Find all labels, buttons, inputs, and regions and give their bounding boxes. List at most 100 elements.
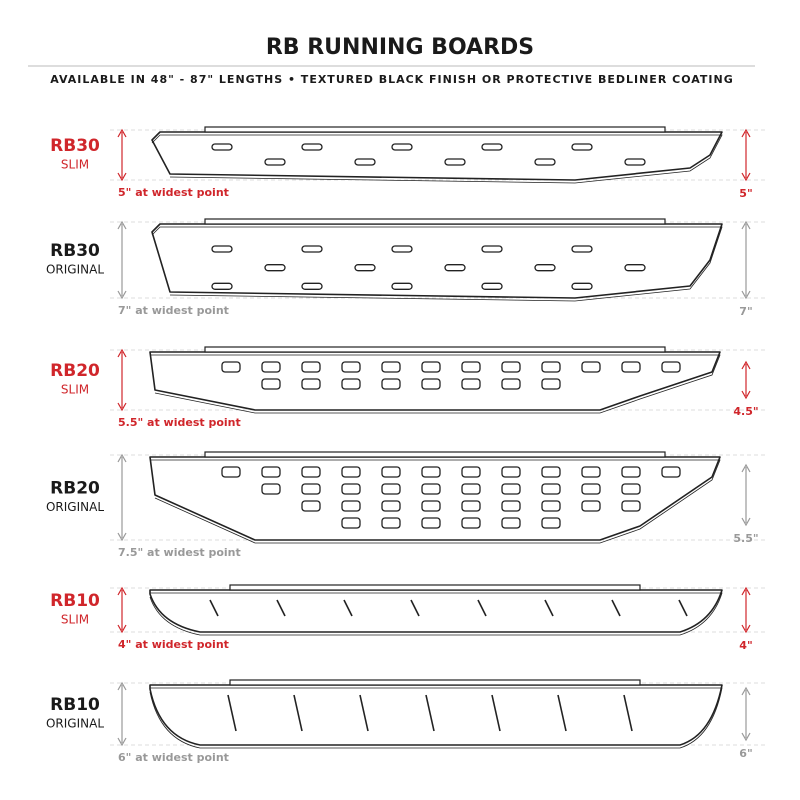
hole <box>381 378 401 390</box>
hole <box>621 483 641 495</box>
slot <box>678 599 688 617</box>
variant-name: SLIM <box>61 383 89 397</box>
hole <box>621 466 641 478</box>
model-name: RB10 <box>50 591 100 611</box>
arrow-head <box>741 360 751 400</box>
arrow-head <box>741 128 751 182</box>
hole <box>501 517 521 529</box>
arrow-head <box>117 453 127 542</box>
hole <box>581 500 601 512</box>
hole <box>541 483 561 495</box>
hole <box>481 282 503 290</box>
height-label: 5" <box>739 187 752 200</box>
hole <box>661 466 681 478</box>
hole <box>301 245 323 253</box>
widest-label: 5" at widest point <box>118 186 229 199</box>
model-name: RB20 <box>50 479 100 499</box>
slot <box>425 694 435 732</box>
hole <box>571 282 593 290</box>
slot <box>491 694 501 732</box>
arrow-head <box>117 586 127 634</box>
widest-label: 7.5" at widest point <box>118 546 241 559</box>
hole <box>571 245 593 253</box>
hole <box>341 361 361 373</box>
hole <box>264 158 286 166</box>
board-edge <box>149 687 723 749</box>
arrow-head <box>117 681 127 747</box>
hole <box>261 378 281 390</box>
arrow-head <box>741 686 751 742</box>
hole <box>541 378 561 390</box>
slot <box>343 599 353 617</box>
hole <box>581 483 601 495</box>
top-strip <box>204 451 666 458</box>
slot <box>209 599 219 617</box>
hole <box>381 500 401 512</box>
hole <box>501 466 521 478</box>
widest-label: 4" at widest point <box>118 638 229 651</box>
hole <box>444 264 466 272</box>
hole <box>391 143 413 151</box>
hole <box>444 158 466 166</box>
board-outline <box>151 223 723 299</box>
model-name: RB30 <box>50 136 100 156</box>
variant-name: ORIGINAL <box>46 717 104 731</box>
hole <box>301 378 321 390</box>
hole <box>541 517 561 529</box>
arrow-head <box>741 220 751 300</box>
board-edge <box>151 134 723 184</box>
hole <box>421 517 441 529</box>
hole <box>581 466 601 478</box>
top-strip <box>229 584 641 591</box>
hole <box>534 158 556 166</box>
height-label: 4.5" <box>733 405 758 418</box>
hole <box>581 361 601 373</box>
hole <box>571 143 593 151</box>
top-strip <box>204 346 666 353</box>
hole <box>301 282 323 290</box>
top-strip <box>229 679 641 686</box>
hole <box>461 517 481 529</box>
widest-label: 5.5" at widest point <box>118 416 241 429</box>
variant-name: ORIGINAL <box>46 263 104 277</box>
hole <box>301 466 321 478</box>
hole <box>501 483 521 495</box>
hole <box>421 378 441 390</box>
height-label: 6" <box>739 747 752 760</box>
hole <box>261 483 281 495</box>
hole <box>221 361 241 373</box>
hole <box>461 483 481 495</box>
hole <box>381 361 401 373</box>
hole <box>421 483 441 495</box>
variant-name: ORIGINAL <box>46 500 104 514</box>
arrow-head <box>117 348 127 412</box>
hole <box>621 361 641 373</box>
arrow-head <box>741 463 751 527</box>
hole <box>211 143 233 151</box>
hole <box>221 466 241 478</box>
arrow-head <box>117 128 127 182</box>
board-edge <box>150 354 721 414</box>
hole <box>421 466 441 478</box>
variant-name: SLIM <box>61 158 89 172</box>
top-strip <box>204 126 666 133</box>
hole <box>341 517 361 529</box>
widest-label: 7" at widest point <box>118 304 229 317</box>
hole <box>461 466 481 478</box>
hole <box>541 500 561 512</box>
title: RB RUNNING BOARDS <box>266 35 534 60</box>
hole <box>354 264 376 272</box>
height-label: 4" <box>739 639 752 652</box>
hole <box>381 483 401 495</box>
hole <box>501 378 521 390</box>
variant-name: SLIM <box>61 613 89 627</box>
hole <box>461 361 481 373</box>
hole <box>381 517 401 529</box>
slot <box>359 694 369 732</box>
arrow-head <box>741 586 751 634</box>
board-edge <box>149 592 723 636</box>
hole <box>301 500 321 512</box>
hole <box>481 143 503 151</box>
slot <box>544 599 554 617</box>
